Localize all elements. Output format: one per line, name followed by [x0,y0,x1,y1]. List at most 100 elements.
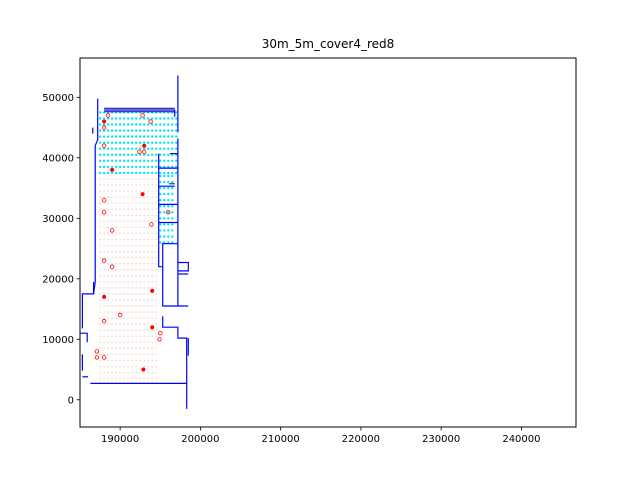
grid-point [135,335,138,338]
grid-point [107,190,109,193]
cover-point [131,171,134,175]
grid-point [135,190,138,193]
grid-point [115,256,117,259]
grid-point [151,226,154,229]
grid-point [107,299,109,301]
cover-point [151,129,154,132]
grid-point [115,232,117,235]
cover-point [98,129,102,132]
hollow-marker [141,149,147,154]
cover-point [175,153,178,156]
cover-point [175,159,178,162]
grid-point [127,280,130,283]
grid-point [119,274,121,277]
grid-point [127,317,130,319]
grid-point [123,178,125,180]
cover-point [155,117,158,120]
hollow-marker [137,149,142,154]
grid-point [143,190,146,193]
y-tick-label: 30000 [42,214,74,225]
grid-point [103,238,105,241]
grid-point [139,323,142,326]
grid-point [103,256,105,259]
cover-point [171,235,174,238]
grid-point [139,377,142,380]
grid-point [127,178,130,180]
cover-point [163,129,166,132]
grid-point [115,359,117,362]
grid-point [155,365,158,368]
cover-point [127,159,130,162]
grid-point [135,226,138,229]
cover-point [102,171,106,175]
grid-point [111,262,113,265]
grid-point [111,365,113,368]
grid-point [147,208,150,211]
cover-point [127,147,130,150]
grid-point [111,226,113,229]
hollow-marker [101,210,107,215]
grid-point [127,335,130,338]
grid-point [131,262,134,265]
grid-point [139,190,142,193]
cover-point [159,223,162,226]
grid-point [103,268,105,271]
cover-point [102,159,106,162]
grid-point [135,268,138,271]
cover-point [163,171,166,175]
grid-point [131,202,134,205]
grid-point [147,335,150,338]
grid-point [99,377,101,380]
grid-point [127,256,130,259]
y-axis: 0 10000 20000 30000 40000 50000 [42,93,80,406]
cover-point [110,153,114,156]
grid-point [155,196,158,199]
grid-point [131,250,134,253]
grid-point [131,299,134,301]
grid-point [127,190,130,193]
cover-point [159,135,162,138]
grid-point [147,311,150,313]
grid-point [143,184,146,186]
cover-point [118,147,122,150]
cover-point [131,159,134,162]
cover-point [167,174,170,178]
grid-point [123,287,125,289]
grid-point [147,299,150,301]
grid-point [155,341,158,344]
cover-point [102,165,106,169]
grid-point [103,196,105,199]
filled-marker [140,192,145,197]
grid-point [147,226,150,229]
grid-point [103,377,105,380]
grid-point [111,208,113,211]
cover-point [102,147,106,150]
grid-point [127,202,130,205]
grid-point [111,256,113,259]
cover-point [171,229,174,232]
grid-point [115,305,117,307]
grid-point [123,329,125,332]
hollow-marker [101,355,107,360]
cover-point [127,141,130,144]
hollow-marker [158,331,163,336]
grid-point [131,226,134,229]
grid-point [99,280,101,283]
grid-point [155,190,158,193]
cover-point [127,165,130,169]
cover-point [163,229,166,232]
cover-point [163,147,166,150]
boundary-line [162,243,189,307]
grid-point [151,178,154,180]
cover-point [167,211,170,214]
grid-point [139,184,142,186]
grid-point [123,371,125,374]
grid-point [135,365,138,368]
cover-point [143,141,146,144]
grid-point [131,323,134,326]
boundary-line [177,261,189,272]
grid-point [143,256,146,259]
grid-point [123,208,125,211]
cover-point [147,165,150,169]
cover-point [163,235,166,238]
